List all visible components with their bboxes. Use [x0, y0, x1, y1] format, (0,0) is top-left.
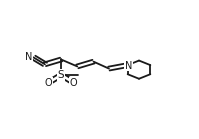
Text: S: S [58, 70, 64, 80]
Text: O: O [70, 78, 77, 88]
Text: N: N [25, 52, 32, 62]
Text: N: N [125, 61, 132, 71]
Text: O: O [45, 78, 53, 88]
